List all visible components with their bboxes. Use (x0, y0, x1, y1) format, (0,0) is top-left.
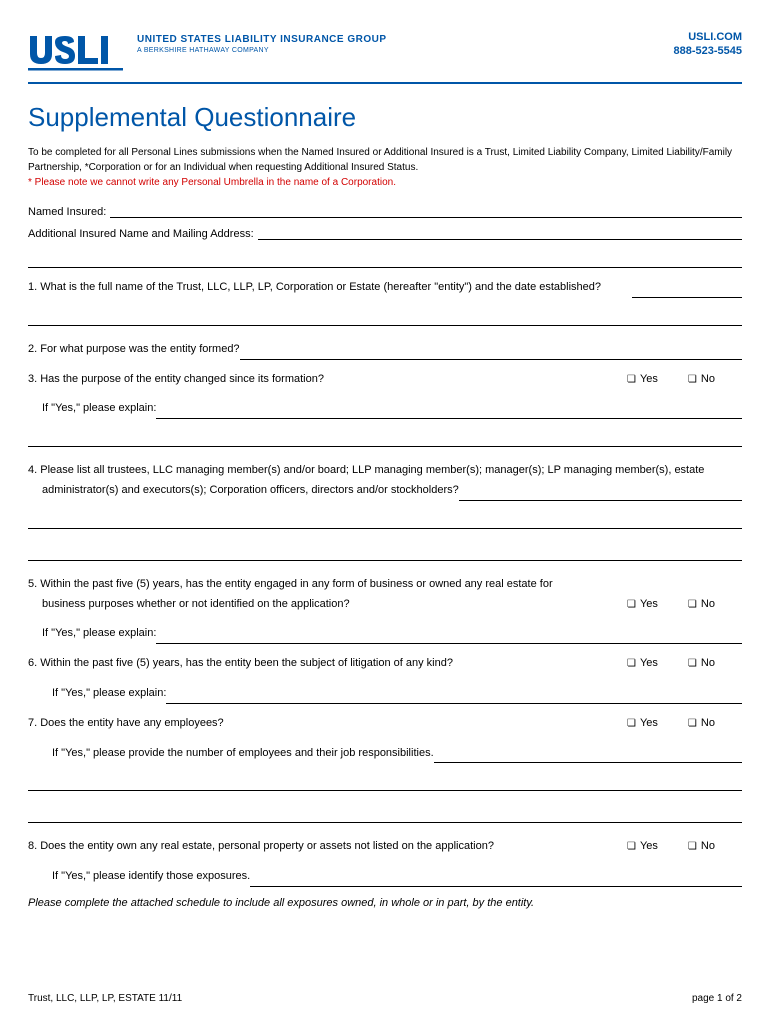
q6-explain-input[interactable] (166, 692, 742, 704)
q1-input[interactable] (632, 286, 742, 298)
company-subtitle: A BERKSHIRE HATHAWAY COMPANY (137, 47, 387, 54)
q4-text: 4. Please list all trustees, LLC managin… (28, 461, 742, 481)
q7-line2[interactable] (28, 773, 742, 791)
q7-no-checkbox[interactable]: No (688, 714, 715, 734)
q3-yes-checkbox[interactable]: Yes (627, 370, 658, 390)
question-5: 5. Within the past five (5) years, has t… (28, 575, 742, 644)
q5-text: 5. Within the past five (5) years, has t… (28, 575, 742, 595)
q8-no-checkbox[interactable]: No (688, 837, 715, 857)
q8-sub-label: If "Yes," please identify those exposure… (52, 867, 250, 887)
question-4: 4. Please list all trustees, LLC managin… (28, 461, 742, 561)
header: UNITED STATES LIABILITY INSURANCE GROUP … (28, 30, 742, 72)
q5-yes-checkbox[interactable]: Yes (627, 595, 658, 615)
q4-input[interactable] (459, 489, 742, 501)
q7-sub-label: If "Yes," please provide the number of e… (52, 744, 434, 764)
footer-left: Trust, LLC, LLP, LP, ESTATE 11/11 (28, 993, 182, 1004)
q1-text: 1. What is the full name of the Trust, L… (28, 278, 632, 298)
q4-line2[interactable] (28, 511, 742, 529)
question-7: 7. Does the entity have any employees? Y… (28, 714, 742, 824)
phone: 888-523-5545 (673, 44, 742, 58)
q3-no-checkbox[interactable]: No (688, 370, 715, 390)
named-insured-row: Named Insured: (28, 206, 742, 218)
q3-sub-label: If "Yes," please explain: (42, 399, 156, 419)
q2-text: 2. For what purpose was the entity forme… (28, 340, 240, 360)
website: USLI.COM (673, 30, 742, 44)
q6-sub-label: If "Yes," please explain: (52, 684, 166, 704)
additional-insured-line2[interactable] (28, 250, 742, 268)
logo-block: UNITED STATES LIABILITY INSURANCE GROUP … (28, 30, 387, 72)
additional-insured-label: Additional Insured Name and Mailing Addr… (28, 228, 254, 240)
intro-text: To be completed for all Personal Lines s… (28, 145, 742, 175)
q5-sub-label: If "Yes," please explain: (42, 624, 156, 644)
q4b-text: administrator(s) and executors(s); Corpo… (42, 481, 459, 501)
q6-text: 6. Within the past five (5) years, has t… (28, 654, 607, 674)
schedule-note: Please complete the attached schedule to… (28, 897, 742, 909)
question-6: 6. Within the past five (5) years, has t… (28, 654, 742, 704)
q6-yes-checkbox[interactable]: Yes (627, 654, 658, 674)
q8-explain-input[interactable] (250, 875, 742, 887)
question-1: 1. What is the full name of the Trust, L… (28, 278, 742, 326)
contact-info: USLI.COM 888-523-5545 (673, 30, 742, 59)
q4-line3[interactable] (28, 543, 742, 561)
footer-right: page 1 of 2 (692, 993, 742, 1004)
question-8: 8. Does the entity own any real estate, … (28, 837, 742, 887)
company-info: UNITED STATES LIABILITY INSURANCE GROUP … (137, 30, 387, 54)
named-insured-label: Named Insured: (28, 206, 106, 218)
q3-text: 3. Has the purpose of the entity changed… (28, 370, 607, 390)
q2-input[interactable] (240, 348, 742, 360)
q5-no-checkbox[interactable]: No (688, 595, 715, 615)
page-title: Supplemental Questionnaire (28, 102, 742, 133)
named-insured-input[interactable] (110, 206, 742, 218)
q1-line2[interactable] (28, 308, 742, 326)
q3-line2[interactable] (28, 429, 742, 447)
red-warning: * Please note we cannot write any Person… (28, 177, 742, 188)
q5-explain-input[interactable] (156, 632, 742, 644)
question-3: 3. Has the purpose of the entity changed… (28, 370, 742, 448)
footer: Trust, LLC, LLP, LP, ESTATE 11/11 page 1… (28, 993, 742, 1004)
q7-explain-input[interactable] (434, 751, 742, 763)
question-2: 2. For what purpose was the entity forme… (28, 340, 742, 360)
q7-yes-checkbox[interactable]: Yes (627, 714, 658, 734)
additional-insured-row: Additional Insured Name and Mailing Addr… (28, 228, 742, 240)
q7-line3[interactable] (28, 805, 742, 823)
q8-text: 8. Does the entity own any real estate, … (28, 837, 607, 857)
usli-logo (28, 30, 123, 72)
q8-yes-checkbox[interactable]: Yes (627, 837, 658, 857)
additional-insured-input[interactable] (258, 228, 742, 240)
q6-no-checkbox[interactable]: No (688, 654, 715, 674)
q5b-text: business purposes whether or not identif… (42, 595, 607, 615)
q7-text: 7. Does the entity have any employees? (28, 714, 607, 734)
header-rule (28, 82, 742, 84)
q3-explain-input[interactable] (156, 407, 742, 419)
company-name: UNITED STATES LIABILITY INSURANCE GROUP (137, 34, 387, 45)
